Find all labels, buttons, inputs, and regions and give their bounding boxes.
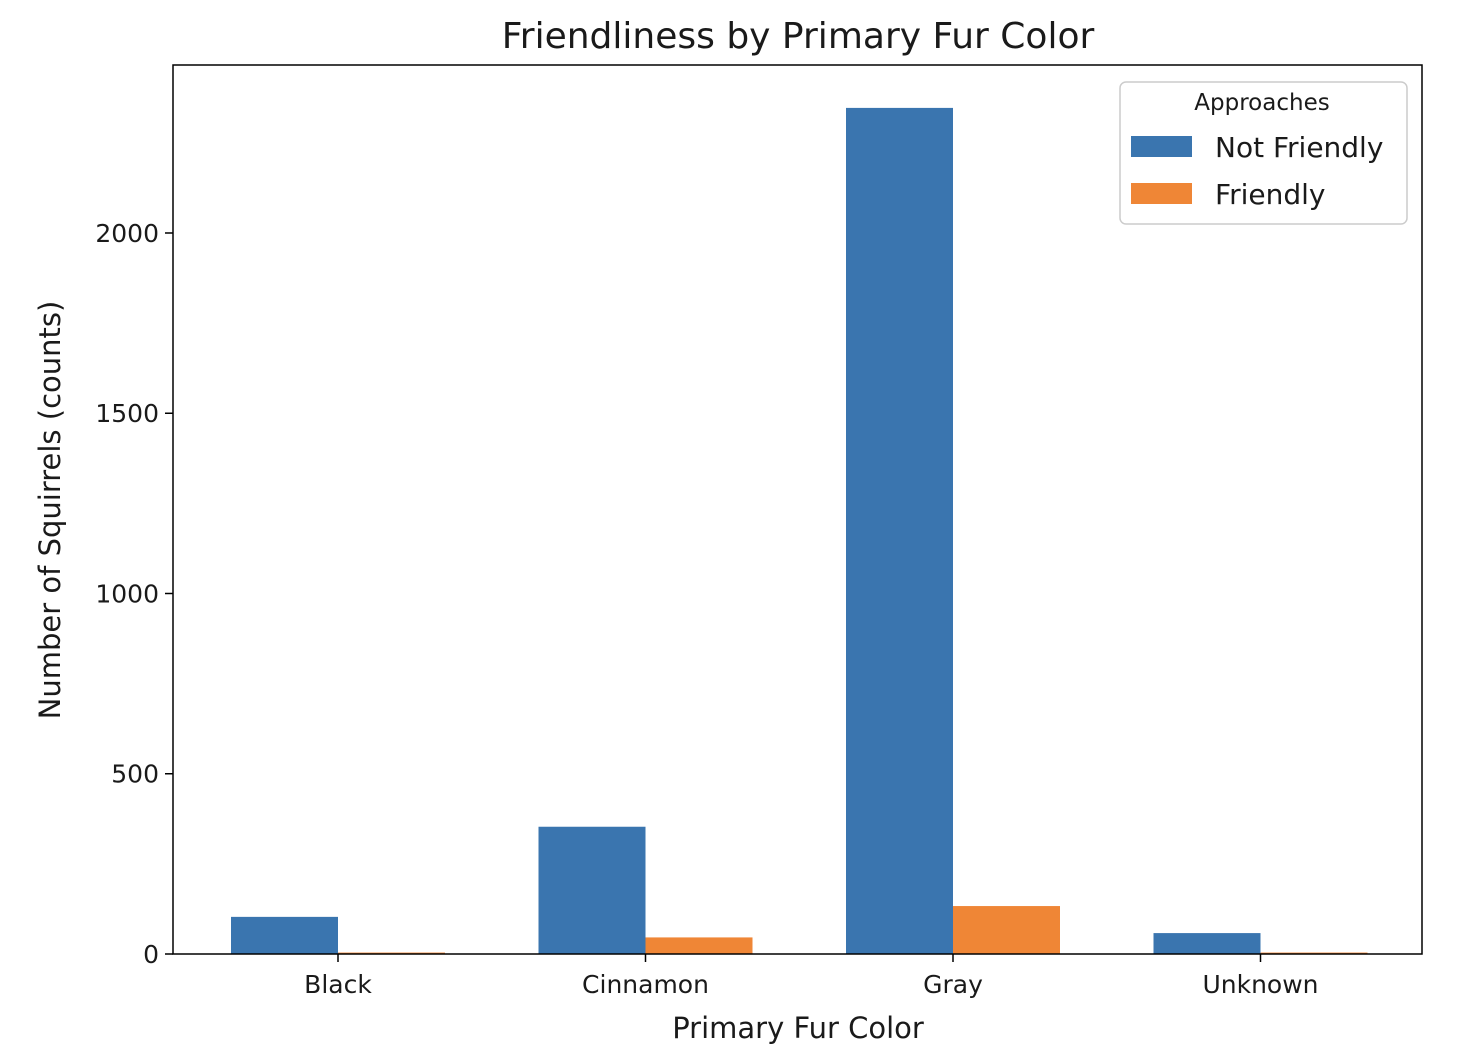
bar-gray-friendly xyxy=(953,906,1060,954)
y-axis: 0 500 1000 1500 2000 xyxy=(95,219,173,969)
legend: Approaches Not Friendly Friendly xyxy=(1119,81,1408,225)
bar-unknown-not-friendly xyxy=(1153,933,1261,954)
bar-cinnamon-friendly xyxy=(645,937,753,954)
legend-title: Approaches xyxy=(1194,90,1329,116)
chart-title: Friendliness by Primary Fur Color xyxy=(502,16,1095,57)
bars xyxy=(231,107,1368,954)
y-tick-label: 1500 xyxy=(95,399,159,428)
bar-gray-not-friendly xyxy=(846,107,953,954)
x-tick-label-unknown: Unknown xyxy=(1202,970,1318,999)
y-axis-label: Number of Squirrels (counts) xyxy=(33,301,67,720)
plot-frame xyxy=(172,64,1423,955)
x-axis: Black Cinnamon Gray Unknown xyxy=(304,954,1319,999)
legend-swatch-friendly xyxy=(1131,183,1192,204)
legend-label-not-friendly: Not Friendly xyxy=(1215,131,1383,164)
y-tick-label: 2000 xyxy=(95,219,159,248)
legend-swatch-not-friendly xyxy=(1131,136,1192,157)
x-tick-label-black: Black xyxy=(304,970,372,999)
y-tick-label: 0 xyxy=(143,940,159,969)
legend-label-friendly: Friendly xyxy=(1215,178,1325,211)
x-axis-label: Primary Fur Color xyxy=(672,1011,924,1045)
bar-black-not-friendly xyxy=(231,916,338,954)
y-tick-label: 500 xyxy=(111,760,159,789)
y-tick-label: 1000 xyxy=(95,579,159,608)
bar-cinnamon-not-friendly xyxy=(538,826,646,954)
x-tick-label-cinnamon: Cinnamon xyxy=(582,970,709,999)
x-tick-label-gray: Gray xyxy=(923,970,983,999)
